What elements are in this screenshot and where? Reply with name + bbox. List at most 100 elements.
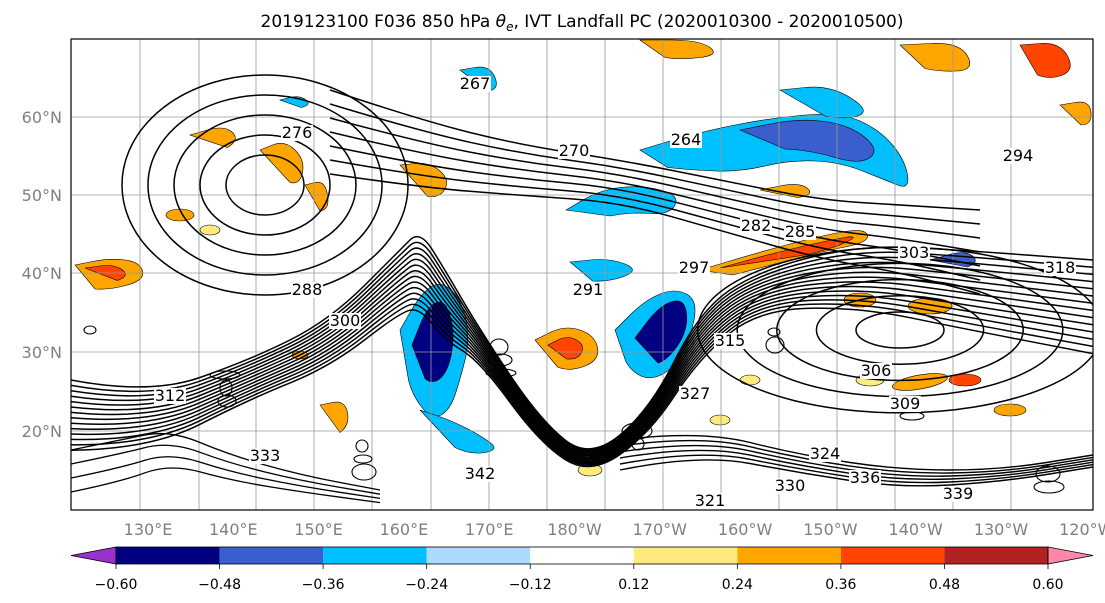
contour-label: 324 bbox=[810, 444, 841, 463]
contour-label: 321 bbox=[695, 491, 726, 510]
colorbar-tick-label: 0.48 bbox=[929, 577, 960, 593]
theta-e-contour bbox=[815, 295, 985, 365]
theta-e-contour bbox=[621, 422, 653, 440]
theta-e-contour bbox=[71, 258, 1093, 456]
colorbar-segment bbox=[944, 547, 1048, 564]
ivt-positive-region bbox=[899, 43, 970, 72]
ivt-positive-region bbox=[259, 143, 304, 184]
longitude-tick-label: 150°E bbox=[294, 520, 343, 539]
contour-label: 294 bbox=[1003, 146, 1034, 165]
theta-e-contour bbox=[71, 275, 1093, 460]
theta-e-contour bbox=[71, 286, 1093, 462]
colorbar-tick-label: −0.48 bbox=[198, 577, 241, 593]
theta-e-contour bbox=[619, 444, 1093, 477]
contour-label: 264 bbox=[671, 130, 702, 149]
contour-label: 276 bbox=[282, 123, 313, 142]
latitude-tick-label: 30°N bbox=[22, 343, 62, 362]
colorbar-segment bbox=[116, 547, 220, 564]
colorbar-tick-label: −0.36 bbox=[302, 577, 345, 593]
ivt-negative-region bbox=[738, 119, 875, 162]
colorbar-tick-label: −0.12 bbox=[509, 577, 552, 593]
colorbar-segment bbox=[840, 547, 945, 564]
theta-e-contour bbox=[329, 117, 981, 239]
theta-e-contour bbox=[631, 437, 645, 451]
contour-label: 336 bbox=[850, 468, 881, 487]
longitude-tick-label: 150°W bbox=[803, 520, 858, 539]
colorbar-tick-label: 0.24 bbox=[722, 577, 753, 593]
longitude-tick-label: 120°W bbox=[1059, 520, 1105, 539]
theta-e-contour bbox=[225, 154, 305, 216]
contour-label-background bbox=[572, 282, 604, 298]
colorbar-frame bbox=[115, 546, 1049, 565]
colorbar-tick-label: 0.36 bbox=[825, 577, 856, 593]
contour-labels: 270 264 267 276 282 285 288 291 294 297 300 303 306 3… bbox=[154, 74, 1076, 510]
theta-e-contour bbox=[83, 325, 97, 335]
theta-e-contour bbox=[487, 353, 513, 367]
colorbar-extend-max bbox=[1047, 546, 1094, 565]
latitude-tick-label: 50°N bbox=[22, 186, 62, 205]
theta-e-contour bbox=[776, 278, 1024, 382]
theta-e-contour bbox=[217, 394, 237, 408]
contour-label-background bbox=[774, 478, 806, 494]
theta-e-contour bbox=[619, 434, 1093, 471]
ivt-positive-region bbox=[907, 297, 953, 315]
contour-label: 342 bbox=[465, 464, 496, 483]
colorbar-segment bbox=[219, 547, 324, 564]
contour-label-background bbox=[740, 218, 772, 234]
colorbar-segment bbox=[633, 547, 738, 564]
theta-e-contour bbox=[329, 159, 981, 281]
contour-label: 330 bbox=[775, 476, 806, 495]
map-title-symbol: θ bbox=[496, 12, 507, 32]
contour-label: 300 bbox=[330, 311, 361, 330]
contour-label-background bbox=[249, 448, 281, 464]
theta-e-contour bbox=[71, 298, 1093, 465]
theta-e-contour bbox=[121, 74, 409, 296]
contour-label: 297 bbox=[679, 258, 710, 277]
theta-e-contour bbox=[485, 368, 517, 378]
theta-e-contour bbox=[71, 235, 1093, 450]
ivt-positive-region bbox=[739, 374, 761, 386]
colorbar-tick-label: 0.60 bbox=[1032, 577, 1063, 593]
contour-label: 285 bbox=[785, 222, 816, 241]
ivt-positive-region bbox=[948, 373, 982, 387]
theta-e-contour bbox=[71, 253, 1093, 454]
ivt-negative-region bbox=[569, 259, 633, 282]
ivt-positive-region bbox=[993, 403, 1027, 417]
longitude-tick-label: 160°E bbox=[380, 520, 429, 539]
contour-label-background bbox=[889, 396, 921, 412]
theta-e-contour bbox=[173, 114, 357, 256]
contour-label-background bbox=[714, 333, 746, 349]
contour-label-background bbox=[670, 132, 702, 148]
map-title-prefix: 2019123100 F036 850 hPa bbox=[261, 12, 496, 32]
contour-label-background bbox=[809, 446, 841, 462]
contour-label: 339 bbox=[943, 484, 974, 503]
contour-label-background bbox=[860, 363, 892, 379]
ivt-positive-region bbox=[709, 414, 731, 426]
theta-e-contours bbox=[71, 74, 1093, 504]
contour-label: 327 bbox=[680, 384, 711, 403]
colorbar-tick-label: −0.24 bbox=[405, 577, 448, 593]
ivt-positive-region bbox=[639, 39, 714, 60]
ivt-negative-region bbox=[419, 409, 495, 454]
theta-e-contour bbox=[489, 338, 509, 356]
contour-label-background bbox=[291, 282, 323, 298]
theta-e-contour bbox=[329, 89, 981, 211]
theta-e-contour bbox=[353, 454, 373, 464]
colorbar-tick-label: −0.60 bbox=[95, 577, 138, 593]
colorbar-segment bbox=[530, 547, 634, 564]
contour-label: 312 bbox=[155, 386, 186, 405]
colorbar-segment bbox=[737, 547, 841, 564]
map-background bbox=[71, 39, 1093, 510]
theta-e-contour bbox=[71, 303, 1093, 466]
contour-label: 315 bbox=[715, 331, 746, 350]
longitude-tick-label: 140°E bbox=[209, 520, 258, 539]
ivt-negative-region bbox=[634, 300, 687, 364]
map-frame bbox=[70, 38, 1094, 511]
contour-label-background bbox=[464, 466, 496, 482]
ivt-positive-region bbox=[199, 224, 221, 236]
ivt-negative-region bbox=[779, 86, 864, 119]
contour-label: 333 bbox=[250, 446, 281, 465]
contour-label: 309 bbox=[890, 394, 921, 413]
contour-label-background bbox=[678, 260, 710, 276]
